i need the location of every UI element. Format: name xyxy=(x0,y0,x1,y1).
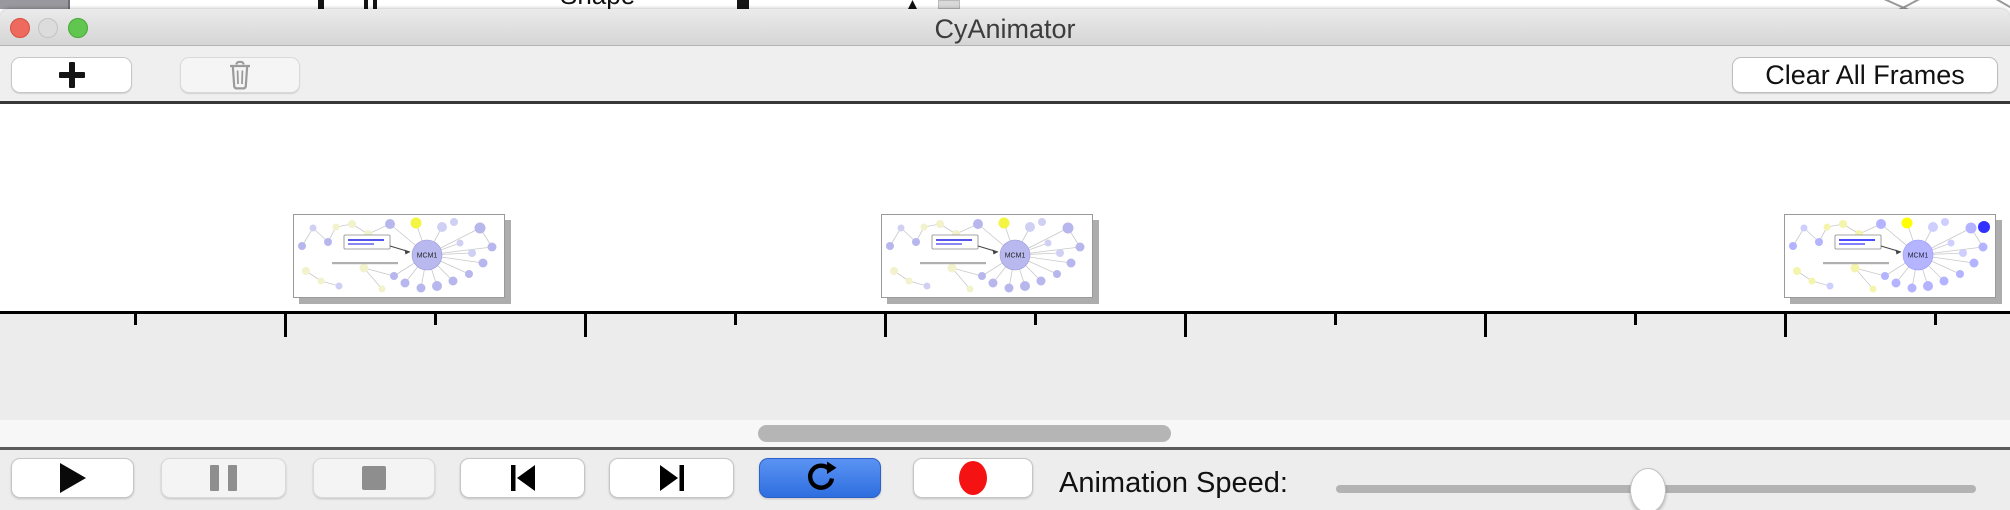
tick-major xyxy=(1483,311,1487,337)
loop-button[interactable] xyxy=(759,458,881,498)
close-button[interactable] xyxy=(10,18,30,38)
stop-icon xyxy=(362,466,386,490)
tick-minor xyxy=(733,311,737,325)
play-icon xyxy=(59,463,86,493)
background-artifact xyxy=(0,0,70,9)
window-title: CyAnimator xyxy=(934,14,1076,44)
bottombar-border xyxy=(0,447,2010,450)
last-frame-button[interactable] xyxy=(609,458,734,498)
tick-major xyxy=(883,311,887,337)
record-icon xyxy=(959,461,987,495)
timeline-scrollbar-thumb[interactable] xyxy=(758,425,1171,442)
speed-slider-knob[interactable] xyxy=(1630,468,1666,510)
background-peek-text: Shape xyxy=(560,0,690,9)
plus-icon xyxy=(58,62,85,88)
svg-text:MCM1: MCM1 xyxy=(1908,253,1929,260)
timeline-top-border xyxy=(0,101,2010,104)
network-preview: MCM1 xyxy=(886,217,1085,293)
playback-controls: Animation Speed: xyxy=(0,450,2010,510)
tick-minor xyxy=(1033,311,1037,325)
background-artifact xyxy=(318,0,324,9)
loop-icon xyxy=(807,461,837,490)
delete-frame-button[interactable] xyxy=(180,57,300,93)
svg-text:MCM1: MCM1 xyxy=(1005,253,1026,260)
frame-thumbnail[interactable]: MCM1 xyxy=(1784,214,1996,298)
stop-button[interactable] xyxy=(313,458,435,498)
tick-major xyxy=(283,311,287,337)
timeline-scrollbar-track[interactable] xyxy=(0,420,2010,447)
tick-minor xyxy=(133,311,137,325)
background-app-strip: Shape xyxy=(0,0,2010,15)
background-artifact xyxy=(938,0,960,9)
tick-minor xyxy=(1933,311,1937,325)
record-button[interactable] xyxy=(913,458,1033,498)
pause-icon xyxy=(210,465,237,491)
network-preview: MCM1 xyxy=(298,217,497,293)
svg-text:MCM1: MCM1 xyxy=(417,253,438,260)
skip-start-icon xyxy=(510,465,535,491)
background-artifact xyxy=(364,0,377,9)
timeline-label-zone: 2 Seconds 131415161718 xyxy=(0,314,2010,420)
cyanimator-window: CyAnimator Clear All Frames 2 Seconds 13… xyxy=(0,9,2010,510)
network-preview: MCM1 xyxy=(1789,217,1990,293)
tick-minor xyxy=(433,311,437,325)
tick-major xyxy=(583,311,587,337)
tick-minor xyxy=(1333,311,1337,325)
frame-thumbnail[interactable]: MCM1 xyxy=(881,214,1093,298)
first-frame-button[interactable] xyxy=(460,458,585,498)
play-button[interactable] xyxy=(11,458,134,498)
background-artifact xyxy=(737,0,749,9)
toolbar: Clear All Frames xyxy=(0,47,2010,101)
trash-icon xyxy=(230,60,250,90)
minimize-button[interactable] xyxy=(38,18,58,38)
add-frame-button[interactable] xyxy=(11,57,132,93)
tick-major xyxy=(1183,311,1187,337)
titlebar: CyAnimator xyxy=(0,9,2010,46)
skip-end-icon xyxy=(659,465,684,491)
animation-speed-label: Animation Speed: xyxy=(1059,467,1288,499)
frame-thumbnail[interactable]: MCM1 xyxy=(293,214,505,298)
timeline-ruler-line xyxy=(0,311,2010,314)
tick-minor xyxy=(1633,311,1637,325)
zoom-button[interactable] xyxy=(68,18,88,38)
clear-all-frames-button[interactable]: Clear All Frames xyxy=(1732,57,1998,93)
background-artifact xyxy=(908,0,917,9)
pause-button[interactable] xyxy=(161,458,286,498)
tick-major xyxy=(1783,311,1787,337)
